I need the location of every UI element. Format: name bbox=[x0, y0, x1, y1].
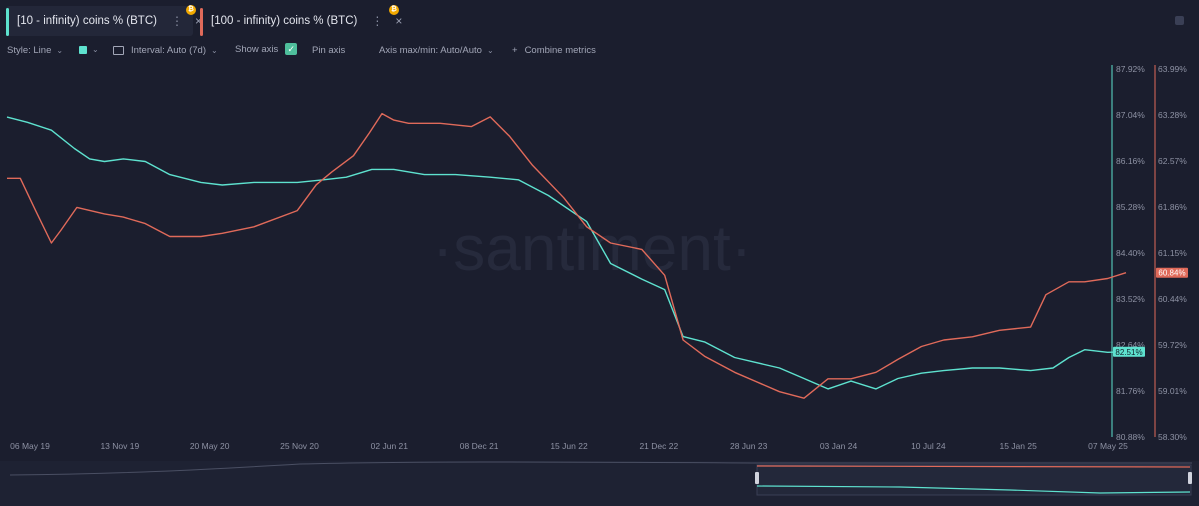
left-axis-tick-label: 81.76% bbox=[1116, 386, 1145, 396]
x-axis-tick-label: 08 Dec 21 bbox=[460, 441, 499, 451]
right-axis-tick-label: 60.44% bbox=[1158, 294, 1187, 304]
series-color-bar bbox=[6, 8, 9, 36]
navigator-left-handle bbox=[755, 472, 759, 484]
left-axis-tick-label: 82.64% bbox=[1116, 340, 1145, 350]
interval-dropdown[interactable]: Interval: Auto (7d) ⌄ bbox=[113, 45, 218, 56]
chevron-down-icon: ⌄ bbox=[486, 46, 494, 55]
right-axis-tick-label: 59.72% bbox=[1158, 340, 1187, 350]
tab-menu-icon[interactable]: ⋮ bbox=[371, 14, 384, 28]
navigator-selection bbox=[756, 464, 1192, 496]
calendar-icon bbox=[113, 46, 124, 55]
left-axis-tick-label: 85.28% bbox=[1116, 202, 1145, 212]
left-axis-tick-label: 87.92% bbox=[1116, 64, 1145, 74]
x-axis-tick-label: 02 Jun 21 bbox=[371, 441, 409, 451]
tab-10-infinity-coins[interactable]: [10 - infinity) coins % (BTC) ⋮ × ₿ bbox=[6, 5, 202, 36]
right-axis-tick-label: 62.57% bbox=[1158, 156, 1187, 166]
fullscreen-icon[interactable] bbox=[1175, 16, 1184, 25]
show-axis-toggle[interactable]: Show axis ✓ bbox=[235, 43, 298, 55]
navigator-teal-line bbox=[756, 485, 1191, 494]
x-axis-tick-label: 28 Jun 23 bbox=[730, 441, 768, 451]
style-dropdown[interactable]: Style: Line ⌄ bbox=[7, 45, 63, 56]
left-axis-tick-label: 87.04% bbox=[1116, 110, 1145, 120]
right-axis-tick-label: 63.28% bbox=[1158, 110, 1187, 120]
color-swatch bbox=[79, 45, 87, 54]
combine-metrics-button[interactable]: + Combine metrics bbox=[512, 45, 596, 56]
chevron-down-icon: ⌄ bbox=[56, 46, 64, 55]
bitcoin-icon: ₿ bbox=[186, 5, 196, 15]
x-axis-tick-label: 03 Jan 24 bbox=[820, 441, 858, 451]
current-value-tag bbox=[1113, 346, 1145, 357]
navigator-right-handle bbox=[1188, 472, 1192, 484]
pin-axis-label: Pin axis bbox=[312, 45, 346, 56]
close-icon[interactable]: × bbox=[395, 14, 403, 28]
right-axis-tick-label: 61.86% bbox=[1158, 202, 1187, 212]
right-axis-tick-label: 63.99% bbox=[1158, 64, 1187, 74]
x-axis-tick-label: 15 Jun 22 bbox=[550, 441, 588, 451]
checkbox-checked-icon[interactable]: ✓ bbox=[285, 43, 298, 55]
right-axis-tick-label: 58.30% bbox=[1158, 432, 1187, 442]
tab-label: [100 - infinity) coins % (BTC) bbox=[211, 15, 358, 27]
tab-menu-icon[interactable]: ⋮ bbox=[170, 14, 183, 28]
right-axis-tick-label: 59.01% bbox=[1158, 386, 1187, 396]
x-axis-tick-label: 07 May 25 bbox=[1088, 441, 1128, 451]
navigator-red-line bbox=[756, 465, 1191, 468]
style-label: Style: Line bbox=[7, 45, 52, 56]
tab-100-infinity-coins[interactable]: [100 - infinity) coins % (BTC) ⋮ × ₿ bbox=[200, 5, 402, 36]
bitcoin-icon: ₿ bbox=[389, 5, 399, 15]
current-value-label: 60.84% bbox=[1158, 269, 1185, 278]
x-axis-tick-label: 21 Dec 22 bbox=[639, 441, 678, 451]
interval-label: Interval: Auto (7d) bbox=[131, 45, 206, 56]
close-icon[interactable]: × bbox=[194, 14, 202, 28]
left-axis-tick-label: 80.88% bbox=[1116, 432, 1145, 442]
x-axis-tick-label: 15 Jan 25 bbox=[999, 441, 1037, 451]
pin-axis-toggle[interactable]: Pin axis bbox=[312, 45, 345, 56]
series-line bbox=[7, 112, 1127, 399]
series-color-bar bbox=[200, 8, 203, 36]
left-axis-tick-label: 84.40% bbox=[1116, 248, 1145, 258]
chevron-down-icon: ⌄ bbox=[92, 45, 99, 54]
axis-maxmin-label: Axis max/min: Auto/Auto bbox=[379, 45, 482, 56]
metric-tabs: [10 - infinity) coins % (BTC) ⋮ × ₿ [100… bbox=[0, 0, 1199, 40]
axis-maxmin-dropdown[interactable]: Axis max/min: Auto/Auto ⌄ bbox=[379, 45, 494, 56]
x-axis-tick-label: 06 May 19 bbox=[10, 441, 50, 451]
color-picker[interactable]: ⌄ bbox=[79, 45, 99, 54]
left-axis-tick-label: 83.52% bbox=[1116, 294, 1145, 304]
watermark: ·santiment· bbox=[432, 212, 752, 284]
x-axis-tick-label: 10 Jul 24 bbox=[911, 441, 946, 451]
plus-icon: + bbox=[512, 45, 518, 56]
current-value-tag bbox=[1156, 267, 1188, 278]
current-value-label: 82.51% bbox=[1115, 348, 1142, 357]
combine-metrics-label: Combine metrics bbox=[524, 45, 596, 56]
chevron-down-icon: ⌄ bbox=[210, 46, 218, 55]
x-axis-tick-label: 20 May 20 bbox=[190, 441, 230, 451]
left-axis-tick-label: 86.16% bbox=[1116, 156, 1145, 166]
right-axis-tick-label: 61.15% bbox=[1158, 248, 1187, 258]
show-axis-label: Show axis bbox=[235, 43, 279, 55]
chart-toolbar: Style: Line ⌄ ⌄ Interval: Auto (7d) ⌄ Show… bbox=[0, 42, 1199, 60]
navigator-overview-line bbox=[9, 461, 1192, 476]
tab-label: [10 - infinity) coins % (BTC) bbox=[17, 15, 157, 27]
x-axis-tick-label: 13 Nov 19 bbox=[100, 441, 139, 451]
x-axis-tick-label: 25 Nov 20 bbox=[280, 441, 319, 451]
series-line bbox=[6, 116, 1127, 390]
